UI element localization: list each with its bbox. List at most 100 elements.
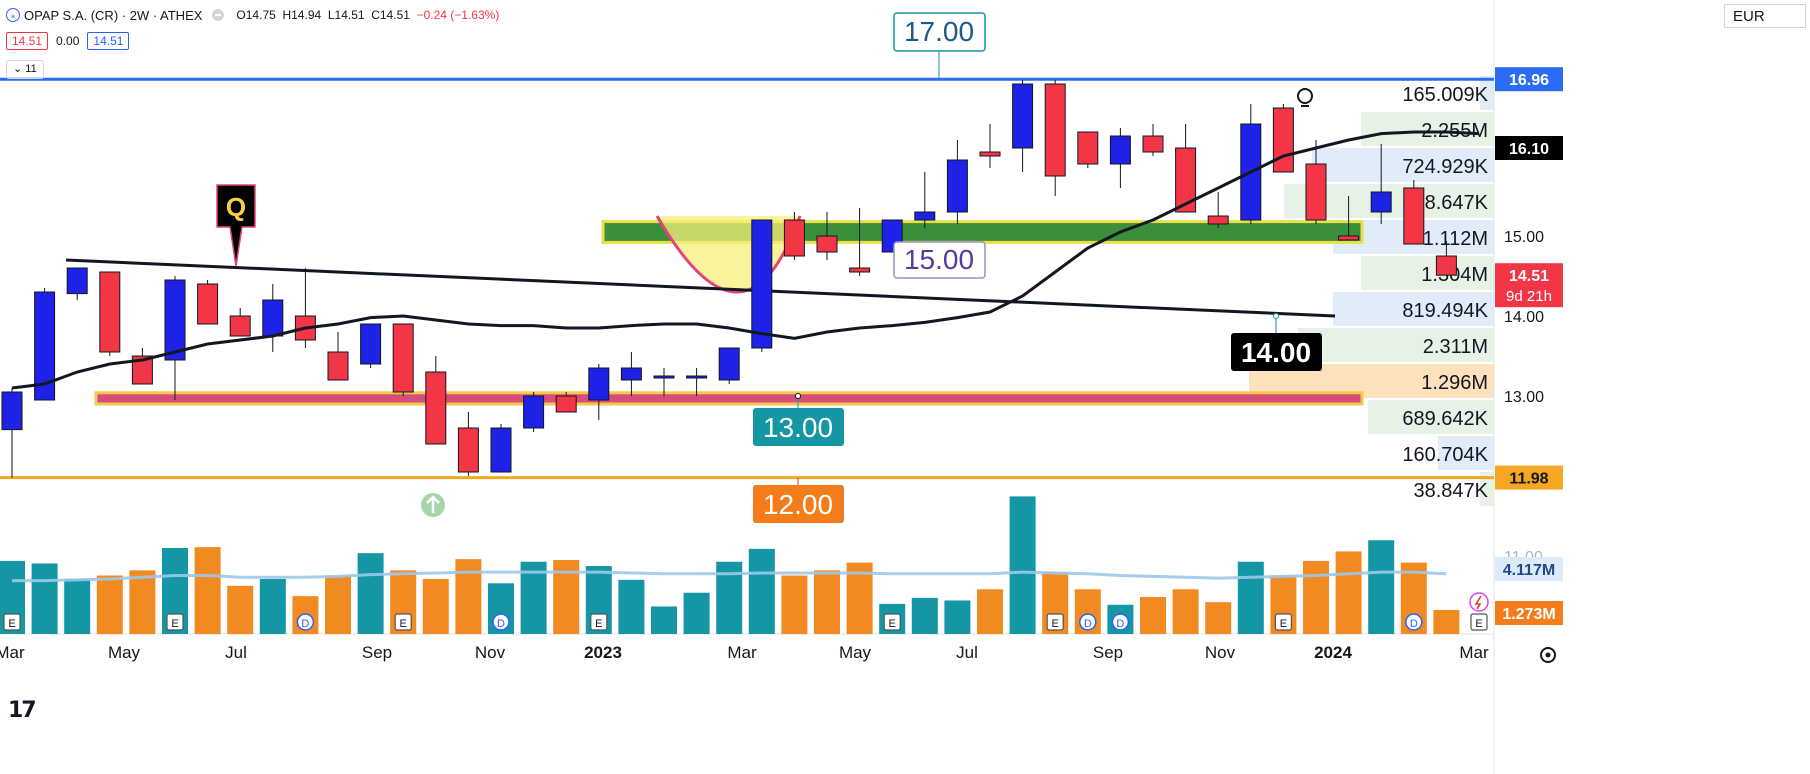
time-tick-label: Nov xyxy=(475,643,506,662)
collapse-icon[interactable] xyxy=(212,9,225,21)
candle-body xyxy=(718,347,740,381)
earnings-marker-icon xyxy=(590,613,608,631)
price-tick-label: 14.00 xyxy=(1504,309,1544,326)
candle-body xyxy=(1338,235,1360,241)
earnings-marker-label: E xyxy=(1475,618,1482,630)
time-tick-label: Sep xyxy=(362,643,392,662)
gear-icon-center xyxy=(1545,652,1551,658)
volume-bar xyxy=(1433,609,1460,634)
volume-bar xyxy=(1009,496,1036,634)
volume-bar xyxy=(1335,551,1362,634)
volume-bar xyxy=(1303,560,1329,634)
candle-body xyxy=(262,299,284,337)
volume-bar xyxy=(227,585,254,634)
resistance-badge: 16.96 xyxy=(1509,72,1549,89)
time-tick-label: 2024 xyxy=(1314,643,1352,662)
ohlc-close: C14.51 xyxy=(371,8,410,22)
dividend-marker-icon xyxy=(1405,613,1423,631)
volume-bar xyxy=(1205,602,1232,634)
volume-profile-label: 1.296M xyxy=(1421,372,1488,394)
gear-icon xyxy=(1540,647,1556,663)
candle-body xyxy=(1272,107,1294,173)
volume-bar xyxy=(259,578,286,634)
earnings-marker-label: E xyxy=(1280,618,1287,630)
candle-body xyxy=(1435,255,1457,276)
earnings-marker-icon xyxy=(166,613,184,631)
symbol-title[interactable]: ⁎ OPAP S.A. (CR) · 2W · ATHEX xyxy=(0,8,202,23)
volume-profile-label: 160.704K xyxy=(1402,444,1488,466)
volume-bar xyxy=(96,575,123,634)
volume-profile-label: 689.642K xyxy=(1402,408,1488,430)
tradingview-logo: 17 xyxy=(8,698,37,723)
indicators-toggle[interactable]: ⌄ 11 xyxy=(6,60,44,79)
candle-body xyxy=(164,279,186,361)
candle-body xyxy=(686,375,708,379)
label-15-box xyxy=(893,241,986,279)
candle-body xyxy=(979,151,1001,157)
dividend-marker-label: D xyxy=(497,618,505,630)
signal-arrow-glyph xyxy=(426,495,440,513)
candle-body xyxy=(914,211,936,221)
candle-body xyxy=(816,235,838,253)
earnings-marker-icon xyxy=(883,613,901,631)
candle-body xyxy=(1077,131,1099,165)
time-tick-label: Mar xyxy=(0,643,25,662)
lightbulb-icon xyxy=(1297,88,1313,104)
candle-body xyxy=(490,427,512,473)
label-14-anchor xyxy=(1273,313,1279,319)
time-tick-label: Mar xyxy=(1459,643,1489,662)
volume-profile-label: 724.929K xyxy=(1402,156,1488,178)
current-price-badge: 14.51 xyxy=(1509,268,1549,285)
earnings-marker-label: E xyxy=(400,618,407,630)
dividend-marker-label: D xyxy=(1116,618,1124,630)
earnings-marker-icon xyxy=(1046,613,1064,631)
candle-body xyxy=(1142,135,1164,153)
volume-bar xyxy=(129,570,156,634)
volume-profile-bar xyxy=(1361,112,1494,146)
spread-value: 0.00 xyxy=(56,34,80,48)
candle-body xyxy=(1109,135,1131,165)
volume-profile-bar xyxy=(1438,436,1494,470)
dividend-marker-icon xyxy=(296,613,315,631)
volume-ma-line xyxy=(12,570,1447,583)
volume-profile-bar xyxy=(1361,256,1494,290)
time-tick-label: May xyxy=(839,643,872,662)
dividend-marker-label: D xyxy=(301,618,309,630)
support-zone-pink xyxy=(94,391,1364,406)
label-13-anchor xyxy=(795,393,801,399)
volume-last-badge-bg xyxy=(1495,601,1563,625)
bid-button[interactable]: 14.51 xyxy=(6,32,49,50)
label-14-box xyxy=(1231,333,1322,371)
countdown-badge: 9d 21h xyxy=(1506,288,1552,305)
volume-bar xyxy=(911,597,938,634)
lightning-icon xyxy=(1469,592,1489,612)
candle-body xyxy=(653,375,675,379)
price-tick-label: 13.00 xyxy=(1504,389,1544,406)
time-tick-label: Mar xyxy=(727,643,757,662)
volume-bar xyxy=(422,578,449,634)
dividend-marker-icon xyxy=(1111,613,1130,631)
candle-body xyxy=(131,355,153,385)
time-tick-label: Nov xyxy=(1205,643,1236,662)
q-marker-icon xyxy=(216,184,256,267)
resistance-badge-bg xyxy=(1495,67,1563,92)
earnings-marker-icon xyxy=(3,613,21,631)
volume-bar xyxy=(651,606,677,634)
volume-profile-bar xyxy=(1480,76,1494,110)
volume-bar xyxy=(1237,561,1264,634)
earnings-marker-icon xyxy=(1470,613,1488,631)
candle-body xyxy=(197,283,219,325)
candle-body xyxy=(457,427,479,473)
dividend-marker-icon xyxy=(492,613,510,631)
volume-bar xyxy=(748,548,775,634)
currency-selector[interactable]: EUR xyxy=(1724,4,1806,28)
volume-bar xyxy=(455,559,482,634)
candle-body xyxy=(392,323,414,393)
volume-bar xyxy=(977,589,1003,634)
symbol-name[interactable]: OPAP S.A. (CR) · 2W · ATHEX xyxy=(24,7,203,23)
label-15-text: 15.00 xyxy=(904,244,974,275)
ask-button[interactable]: 14.51 xyxy=(87,32,130,50)
volume-last-badge: 1.273M xyxy=(1502,606,1555,623)
volume-profile-bar xyxy=(1368,400,1494,434)
